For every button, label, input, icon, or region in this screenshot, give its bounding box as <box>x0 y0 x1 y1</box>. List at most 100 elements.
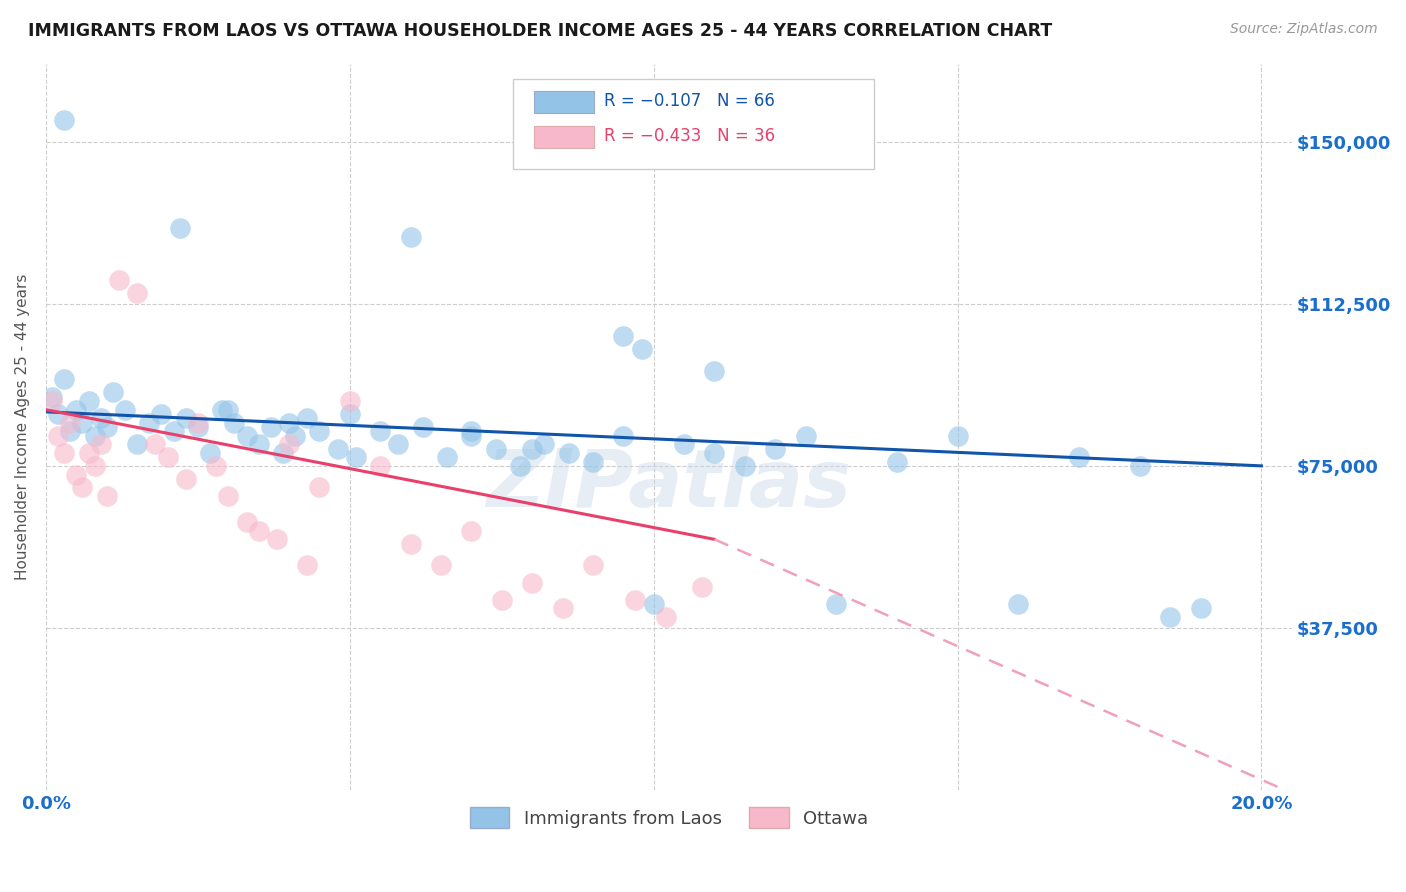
Point <box>83 458 105 473</box>
Point <box>278 416 301 430</box>
Point <box>46 407 69 421</box>
Y-axis label: Householder Income Ages 25 - 44 years: Householder Income Ages 25 - 44 years <box>15 274 30 580</box>
Point <box>612 329 634 343</box>
Point <box>946 428 969 442</box>
Point <box>339 407 361 421</box>
Point <box>344 450 367 465</box>
Point <box>297 411 319 425</box>
Point <box>127 286 149 301</box>
Point <box>326 442 349 456</box>
Point <box>557 446 579 460</box>
Point <box>1189 601 1212 615</box>
Point <box>127 437 149 451</box>
Point <box>1067 450 1090 465</box>
Point <box>53 113 76 128</box>
Point <box>41 394 63 409</box>
Point <box>703 446 725 460</box>
Point <box>235 515 257 529</box>
Point <box>41 390 63 404</box>
Point <box>247 524 270 538</box>
Point <box>53 372 76 386</box>
Point <box>491 592 513 607</box>
Point <box>734 458 756 473</box>
Point <box>211 402 233 417</box>
Point <box>247 437 270 451</box>
Point <box>460 428 482 442</box>
Point <box>205 458 228 473</box>
Point <box>308 425 330 439</box>
Point <box>368 425 391 439</box>
Point <box>825 597 848 611</box>
Point <box>114 402 136 417</box>
Point <box>266 533 288 547</box>
Point <box>1007 597 1029 611</box>
Point <box>65 467 87 482</box>
Point <box>624 592 647 607</box>
Point <box>59 425 82 439</box>
Point <box>96 420 118 434</box>
Point <box>399 230 422 244</box>
Point <box>77 394 100 409</box>
Point <box>297 558 319 573</box>
Point <box>108 273 131 287</box>
Point <box>90 411 112 425</box>
Point <box>412 420 434 434</box>
Text: IMMIGRANTS FROM LAOS VS OTTAWA HOUSEHOLDER INCOME AGES 25 - 44 YEARS CORRELATION: IMMIGRANTS FROM LAOS VS OTTAWA HOUSEHOLD… <box>28 22 1052 40</box>
Point <box>138 416 160 430</box>
Text: Source: ZipAtlas.com: Source: ZipAtlas.com <box>1230 22 1378 37</box>
Point <box>53 446 76 460</box>
Point <box>582 454 605 468</box>
Point <box>198 446 221 460</box>
Point <box>72 480 94 494</box>
Point <box>271 446 294 460</box>
Point <box>59 416 82 430</box>
Point <box>551 601 574 615</box>
Point <box>673 437 696 451</box>
Point <box>169 221 191 235</box>
Point <box>217 489 239 503</box>
Point <box>643 597 665 611</box>
Point <box>485 442 508 456</box>
Bar <box>534 126 595 147</box>
Point <box>794 428 817 442</box>
Point <box>174 472 197 486</box>
Point <box>520 442 543 456</box>
Point <box>156 450 179 465</box>
Point <box>174 411 197 425</box>
Bar <box>534 91 595 112</box>
Point <box>90 437 112 451</box>
Point <box>533 437 555 451</box>
Point <box>150 407 173 421</box>
Point <box>509 458 531 473</box>
Point <box>46 428 69 442</box>
Point <box>436 450 458 465</box>
Point <box>101 385 124 400</box>
Point <box>143 437 166 451</box>
Point <box>387 437 409 451</box>
FancyBboxPatch shape <box>513 78 875 169</box>
Point <box>655 610 678 624</box>
Point <box>260 420 283 434</box>
Point <box>630 342 652 356</box>
Text: R = −0.107   N = 66: R = −0.107 N = 66 <box>605 92 775 110</box>
Point <box>763 442 786 456</box>
Point <box>217 402 239 417</box>
Point <box>690 580 713 594</box>
Point <box>399 536 422 550</box>
Point <box>368 458 391 473</box>
Point <box>83 428 105 442</box>
Point <box>72 416 94 430</box>
Point <box>65 402 87 417</box>
Point <box>339 394 361 409</box>
Point <box>1129 458 1152 473</box>
Point <box>460 425 482 439</box>
Point <box>187 420 209 434</box>
Legend: Immigrants from Laos, Ottawa: Immigrants from Laos, Ottawa <box>463 800 876 835</box>
Point <box>430 558 453 573</box>
Point <box>308 480 330 494</box>
Point <box>278 437 301 451</box>
Point <box>77 446 100 460</box>
Text: ZIPatlas: ZIPatlas <box>486 446 852 524</box>
Point <box>224 416 246 430</box>
Point <box>235 428 257 442</box>
